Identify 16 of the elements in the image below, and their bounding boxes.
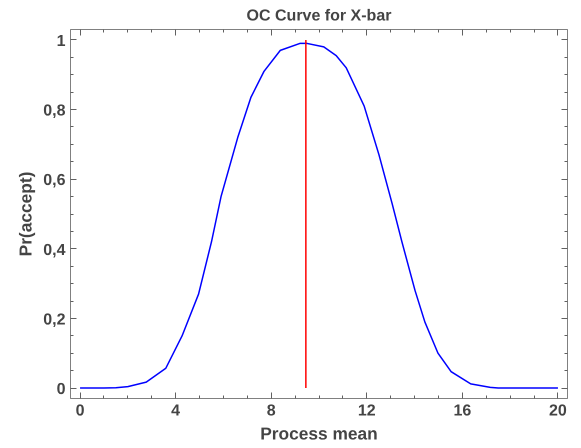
x-tick-label: 20 [549, 402, 567, 420]
x-tick-label: 4 [171, 402, 180, 420]
x-tick-label: 0 [76, 402, 85, 420]
x-tick-label: 16 [453, 402, 472, 420]
line-series [79, 42, 559, 389]
y-tick-label: 0,2 [43, 311, 66, 328]
y-tick-label: 0 [56, 381, 66, 398]
x-tick-label: 12 [358, 402, 376, 420]
y-tick-label: 0,8 [43, 102, 66, 120]
chart-title: OC Curve for X-bar [246, 8, 392, 24]
y-axis-title: Pr(accept) [15, 172, 36, 256]
y-tick-label: 1 [56, 32, 66, 50]
x-tick-label: 8 [266, 402, 276, 420]
x-axis-title: Process mean [260, 424, 378, 444]
y-tick-label: 0,4 [43, 242, 66, 259]
y-tick-label: 0,6 [43, 172, 66, 190]
